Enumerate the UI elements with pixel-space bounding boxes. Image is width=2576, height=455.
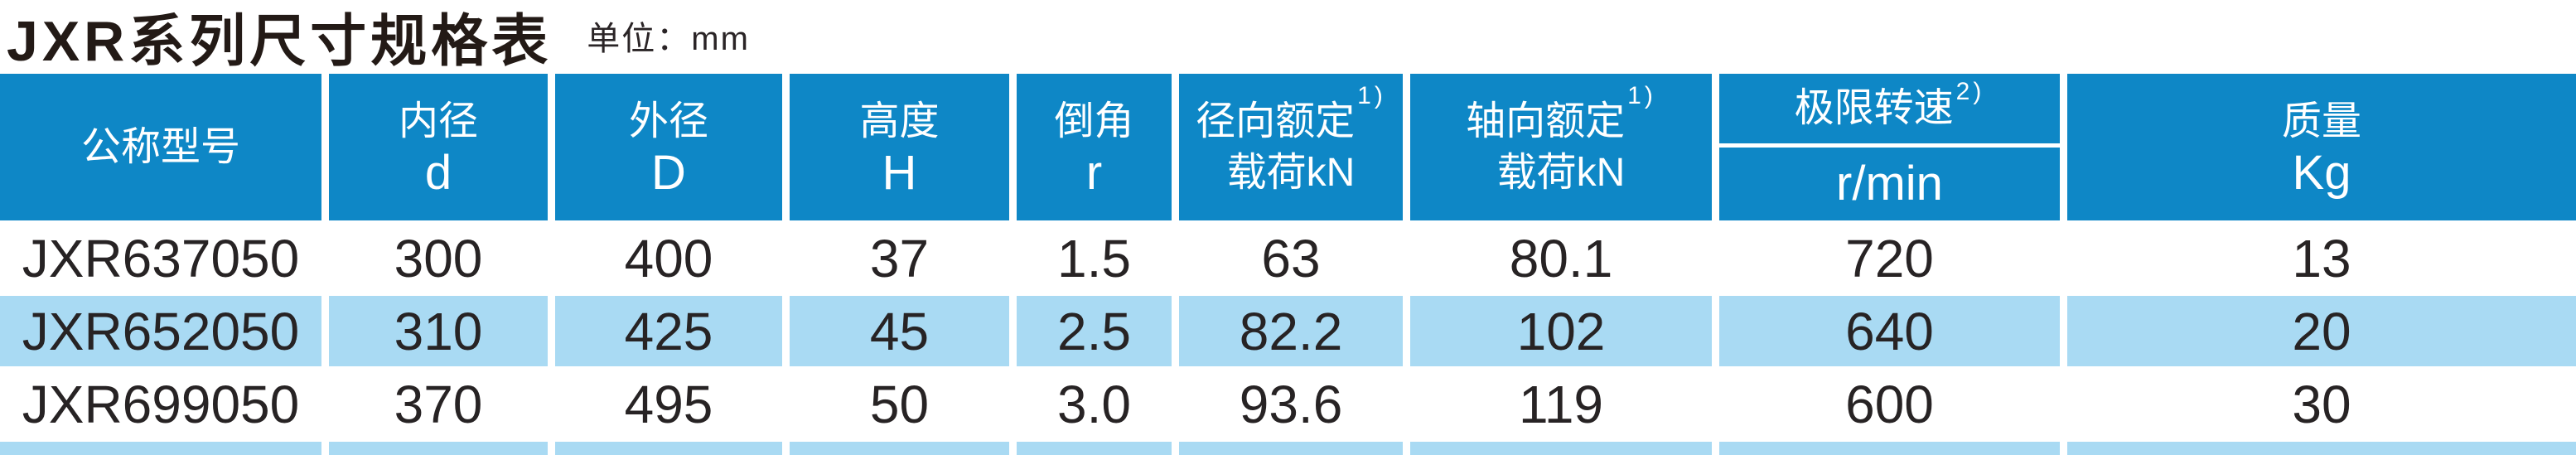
cell-outer-diameter: 400 xyxy=(555,223,782,293)
col-header-chamfer: 倒角 r xyxy=(1017,74,1172,220)
cell-mass-partial xyxy=(2067,442,2576,455)
cell-outer-diameter-partial xyxy=(555,442,782,455)
footnote-mark-1: 1) xyxy=(1357,81,1386,109)
cell-axial-load: 119 xyxy=(1410,369,1712,439)
header-text: 径向额定 xyxy=(1196,99,1356,143)
header-symbol: Kg xyxy=(2292,145,2351,200)
cell-radial-load-partial xyxy=(1179,442,1403,455)
page-title: JXR系列尺寸规格表 xyxy=(7,9,553,73)
limit-speed-unit: r/min xyxy=(1836,156,1943,211)
cell-limit-speed-partial xyxy=(1719,442,2060,455)
cell-model: JXR699050 xyxy=(0,369,321,439)
cell-radial-load: 63 xyxy=(1179,223,1403,293)
cell-height: 45 xyxy=(790,296,1009,366)
cell-limit-speed: 720 xyxy=(1719,223,2060,293)
header-text: 内径 xyxy=(398,99,478,143)
cell-chamfer-partial xyxy=(1017,442,1172,455)
cell-height: 37 xyxy=(790,223,1009,293)
header-symbol: r xyxy=(1085,145,1103,200)
header-text: 轴向额定1) xyxy=(1466,83,1656,148)
cell-axial-load: 80.1 xyxy=(1410,223,1712,293)
cell-axial-load: 102 xyxy=(1410,296,1712,366)
unit-label: 单位：mm xyxy=(587,21,750,57)
header-text: 极限转速 xyxy=(1794,85,1954,130)
cell-radial-load: 82.2 xyxy=(1179,296,1403,366)
col-header-axial-load: 轴向额定1) 载荷kN xyxy=(1410,74,1712,220)
cell-limit-speed: 640 xyxy=(1719,296,2060,366)
limit-speed-title: 极限转速 2) xyxy=(1719,74,2060,148)
title-bar: JXR系列尺寸规格表 单位：mm xyxy=(7,0,750,73)
cell-height-partial xyxy=(790,442,1009,455)
header-text: 载荷kN xyxy=(1226,150,1356,195)
cell-model: JXR637050 xyxy=(0,223,321,293)
footnote-mark-1: 1) xyxy=(1627,81,1656,109)
cell-bore-diameter: 310 xyxy=(329,296,548,366)
cell-radial-load: 93.6 xyxy=(1179,369,1403,439)
header-text: 轴向额定 xyxy=(1466,99,1626,143)
header-text: 外径 xyxy=(628,99,708,143)
cell-bore-diameter: 300 xyxy=(329,223,548,293)
header-text: 公称型号 xyxy=(80,124,240,169)
cell-bore-diameter-partial xyxy=(329,442,548,455)
cell-bore-diameter: 370 xyxy=(329,369,548,439)
cell-model-partial xyxy=(0,442,321,455)
col-header-height: 高度 H xyxy=(790,74,1009,220)
header-text: 倒角 xyxy=(1054,99,1134,143)
cell-outer-diameter: 495 xyxy=(555,369,782,439)
header-text: 高度 xyxy=(859,99,940,143)
cell-mass: 30 xyxy=(2067,369,2576,439)
col-header-radial-load: 径向额定1) 载荷kN xyxy=(1179,74,1403,220)
cell-mass: 13 xyxy=(2067,223,2576,293)
cell-chamfer: 2.5 xyxy=(1017,296,1172,366)
cell-limit-speed: 600 xyxy=(1719,369,2060,439)
cell-outer-diameter: 425 xyxy=(555,296,782,366)
spec-table: 公称型号 内径 d 外径 D 高度 H 倒角 r 径向额定1) 载荷kN 轴向额… xyxy=(0,74,2576,455)
cell-model: JXR652050 xyxy=(0,296,321,366)
header-symbol: D xyxy=(651,145,686,200)
col-header-bore-diameter: 内径 d xyxy=(329,74,548,220)
col-header-mass: 质量 Kg xyxy=(2067,74,2576,220)
header-text: 载荷kN xyxy=(1496,150,1626,195)
col-header-model: 公称型号 xyxy=(0,74,321,220)
cell-chamfer: 1.5 xyxy=(1017,223,1172,293)
header-symbol: d xyxy=(424,145,452,200)
col-header-limit-speed: 极限转速 2) r/min xyxy=(1719,74,2060,220)
cell-mass: 20 xyxy=(2067,296,2576,366)
col-header-outer-diameter: 外径 D xyxy=(555,74,782,220)
header-symbol: H xyxy=(882,145,917,200)
header-text: 径向额定1) xyxy=(1196,83,1386,148)
cell-height: 50 xyxy=(790,369,1009,439)
cell-axial-load-partial xyxy=(1410,442,1712,455)
header-text: 质量 xyxy=(2281,99,2361,143)
cell-chamfer: 3.0 xyxy=(1017,369,1172,439)
